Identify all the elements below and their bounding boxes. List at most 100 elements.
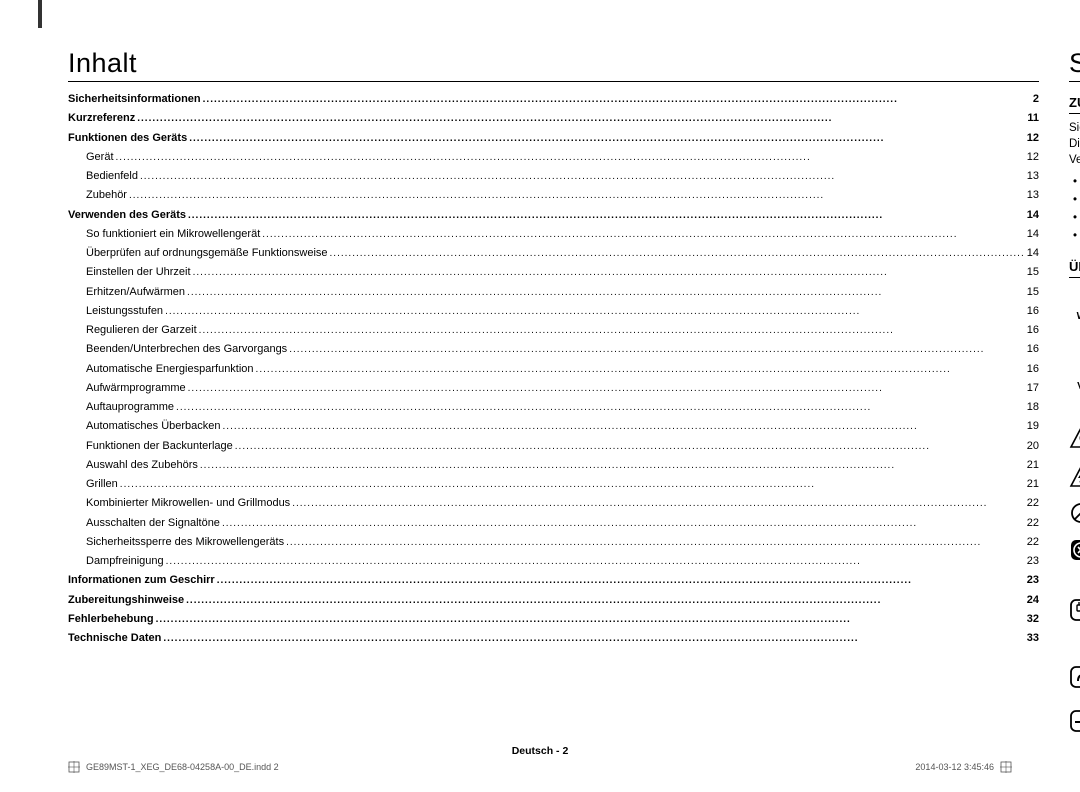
- toc-dots: [140, 168, 1025, 186]
- toc-item-text: So funktioniert ein Mikrowellengerät: [86, 225, 260, 244]
- toc-item-text: Automatische Energiesparfunktion: [86, 360, 254, 379]
- no-icon: [1069, 501, 1080, 525]
- toc-dots: [166, 553, 1025, 571]
- warning-block: WARNUNG Gefährliche bzw. unsichere Verha…: [1069, 284, 1080, 346]
- toc-item-text: Leistungsstufen: [86, 302, 163, 321]
- toc-item-text: Dampfreinigung: [86, 552, 164, 571]
- toc-item-page: 22: [1027, 494, 1039, 513]
- toc-item-page: 15: [1027, 283, 1039, 302]
- toc-dots: [187, 284, 1025, 302]
- toc-item-text: Zubereitungshinweise: [68, 591, 184, 610]
- toc-item-text: Auftauprogramme: [86, 398, 174, 417]
- toc-item-page: 20: [1027, 437, 1039, 456]
- toc-dots: [292, 495, 1025, 513]
- elec-icon: [1069, 465, 1080, 489]
- symbols-heading: ÜBERSICHT ÜBER DIE SYMBOLE UND ZEICHEN: [1069, 259, 1080, 278]
- toc-row: Kombinierter Mikrowellen- und Grillmodus…: [68, 494, 1039, 513]
- toc-row: Erhitzen/Aufwärmen 15: [68, 283, 1039, 302]
- toc-item-text: Aufwärmprogramme: [86, 379, 186, 398]
- toc-item-page: 19: [1027, 417, 1039, 436]
- toc-dots: [289, 341, 1025, 359]
- toc-title: Inhalt: [68, 48, 1039, 82]
- intro-heading: ZU DIESER BEDIENUNGSANLEITUNG: [1069, 95, 1080, 114]
- intro-bullet-list: SicherheitshinweiseGeeignetes Zubehör un…: [1069, 174, 1080, 245]
- toc-item-page: 17: [1027, 379, 1039, 398]
- right-column: Sicherheitsinformationen ZU DIESER BEDIE…: [1069, 48, 1080, 733]
- toc-dots: [188, 380, 1025, 398]
- toc-item-page: 11: [1027, 109, 1039, 128]
- toc-item-page: 18: [1027, 398, 1039, 417]
- toc-dots: [116, 149, 1025, 167]
- toc-row: Verwenden des Geräts 14: [68, 206, 1039, 225]
- symbol-icon-cell: [1069, 709, 1080, 733]
- toc-item-page: 14: [1027, 206, 1039, 225]
- toc-row: Technische Daten 33: [68, 629, 1039, 648]
- toc-item-text: Technische Daten: [68, 629, 161, 648]
- caution-block: VORSICHT Gefährliche bzw. unsichere Verh…: [1069, 354, 1080, 416]
- toc-item-text: Funktionen des Geräts: [68, 129, 187, 148]
- toc-row: Auswahl des Zubehörs21: [68, 456, 1039, 475]
- toc-dots: [137, 110, 1025, 128]
- toc-row: Kurzreferenz 11: [68, 109, 1039, 128]
- fire-icon: [1069, 426, 1080, 450]
- toc-item-text: Kurzreferenz: [68, 109, 135, 128]
- toc-dots: [156, 611, 1025, 629]
- toc-item-page: 12: [1027, 148, 1039, 167]
- toc-row: Einstellen der Uhrzeit15: [68, 263, 1039, 282]
- symbol-icon-cell: [1069, 426, 1080, 450]
- toc-item-page: 23: [1027, 552, 1039, 571]
- toc-item-text: Ausschalten der Signaltöne: [86, 514, 220, 533]
- toc-item-text: Auswahl des Zubehörs: [86, 456, 198, 475]
- toc-item-page: 33: [1027, 629, 1039, 648]
- toc-dots: [120, 476, 1025, 494]
- toc-item-page: 14: [1027, 244, 1039, 263]
- toc-item-text: Automatisches Überbacken: [86, 417, 221, 436]
- toc-row: Automatisches Überbacken 19: [68, 417, 1039, 436]
- toc-row: So funktioniert ein Mikrowellengerät14: [68, 225, 1039, 244]
- toc-item-page: 2: [1033, 90, 1039, 109]
- nodis-icon: [1069, 538, 1080, 562]
- toc-row: Gerät12: [68, 148, 1039, 167]
- toc-row: Automatische Energiesparfunktion16: [68, 360, 1039, 379]
- toc-dots: [286, 534, 1025, 552]
- doc-id: GE89MST-1_XEG_DE68-04258A-00_DE.indd 2: [86, 762, 279, 772]
- toc-item-text: Sicherheitssperre des Mikrowellengeräts: [86, 533, 284, 552]
- toc-item-text: Bedienfeld: [86, 167, 138, 186]
- toc-dots: [199, 322, 1025, 340]
- toc-row: Funktionen der Backunterlage20: [68, 437, 1039, 456]
- toc-dots: [186, 592, 1025, 610]
- toc-item-page: 13: [1027, 167, 1039, 186]
- symbol-icon-cell: [1069, 465, 1080, 489]
- toc-item-page: 13: [1027, 186, 1039, 205]
- toc-item-text: Informationen zum Geschirr: [68, 571, 215, 590]
- toc-item-text: Grillen: [86, 475, 118, 494]
- document-meta: GE89MST-1_XEG_DE68-04258A-00_DE.indd 2 2…: [68, 761, 1012, 773]
- toc-row: Zubereitungshinweise24: [68, 591, 1039, 610]
- toc-item-text: Sicherheitsinformationen: [68, 90, 201, 109]
- toc-dots: [165, 303, 1025, 321]
- intro-paragraph: Sie haben ein Mikrowellengerät von SAMSU…: [1069, 120, 1080, 168]
- toc-item-text: Erhitzen/Aufwärmen: [86, 283, 185, 302]
- toc-item-text: Kombinierter Mikrowellen- und Grillmodus: [86, 494, 290, 513]
- toc-dots: [222, 515, 1025, 533]
- caution-label: VORSICHT: [1069, 380, 1080, 394]
- toc-dots: [235, 438, 1025, 456]
- toc-item-page: 22: [1027, 514, 1039, 533]
- toc-row: Regulieren der Garzeit16: [68, 321, 1039, 340]
- symbol-icon-cell: [1069, 598, 1080, 622]
- safety-title: Sicherheitsinformationen: [1069, 48, 1080, 82]
- toc-row: Funktionen des Geräts12: [68, 129, 1039, 148]
- toc-row: Überprüfen auf ordnungsgemäße Funktionsw…: [68, 244, 1039, 263]
- toc-dots: [163, 630, 1024, 648]
- footer-lang: Deutsch -: [512, 745, 563, 757]
- toc-dots: [189, 130, 1025, 148]
- important-icon: [1069, 709, 1080, 733]
- toc-item-text: Regulieren der Garzeit: [86, 321, 197, 340]
- toc-row: Sicherheitsinformationen 2: [68, 90, 1039, 109]
- toc-item-page: 21: [1027, 475, 1039, 494]
- toc-dots: [256, 361, 1025, 379]
- toc-dots: [203, 91, 1031, 109]
- table-of-contents: Sicherheitsinformationen 2Kurzreferenz11…: [68, 90, 1039, 648]
- toc-item-text: Verwenden des Geräts: [68, 206, 186, 225]
- binding-mark: [38, 0, 42, 28]
